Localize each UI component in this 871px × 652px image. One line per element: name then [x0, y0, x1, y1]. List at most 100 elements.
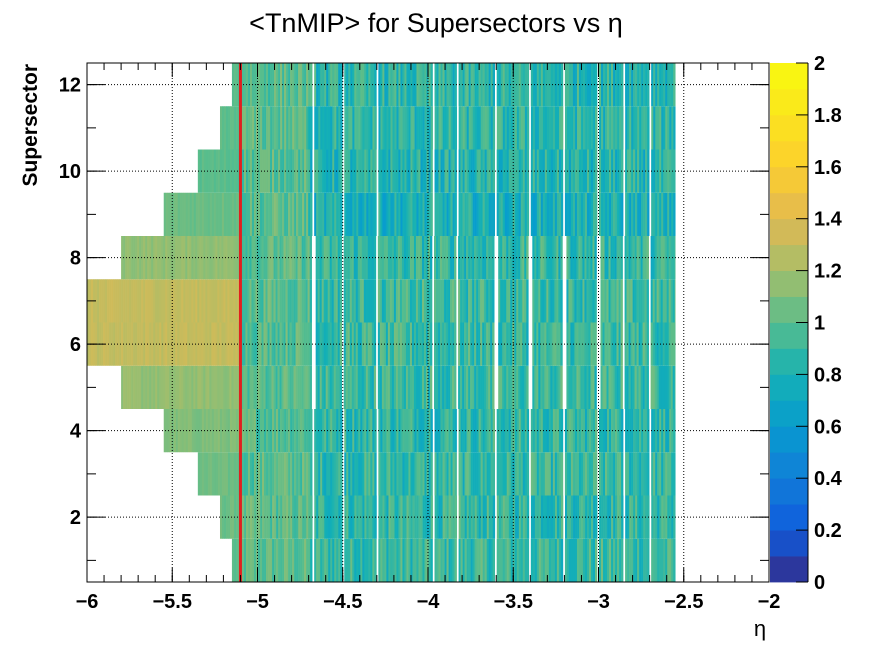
heatmap-cell — [318, 192, 321, 236]
heatmap-cell — [338, 452, 341, 496]
heatmap-cell — [590, 365, 593, 409]
heatmap-cell — [207, 236, 210, 280]
heatmap-cell — [355, 365, 359, 409]
heatmap-cell — [245, 63, 249, 107]
heatmap-cell — [617, 106, 620, 150]
heatmap-cell — [544, 538, 548, 582]
heatmap-cell — [506, 106, 510, 150]
heatmap-cell — [627, 192, 630, 236]
heatmap-cell — [275, 279, 278, 323]
heatmap-cell — [374, 106, 377, 150]
heatmap-cell — [625, 495, 628, 539]
heatmap-cell — [151, 322, 154, 366]
heatmap-cell — [301, 322, 304, 366]
heatmap-cell — [377, 365, 381, 409]
heatmap-cell — [667, 538, 670, 582]
heatmap-cell — [590, 149, 594, 193]
heatmap-cell — [472, 192, 475, 236]
heatmap-cell — [357, 279, 361, 323]
heatmap-cell — [199, 236, 202, 280]
heatmap-cell — [372, 409, 375, 453]
heatmap-cell — [408, 106, 411, 150]
heatmap-cell — [548, 495, 552, 539]
heatmap-cell — [366, 106, 369, 150]
heatmap-cell — [438, 63, 441, 107]
heatmap-cell — [334, 192, 337, 236]
heatmap-cell — [472, 409, 475, 453]
heatmap-cell — [488, 279, 491, 323]
heatmap-cell — [583, 495, 586, 539]
heatmap-cell — [570, 279, 573, 323]
heatmap-cell — [402, 409, 405, 453]
heatmap-cell — [637, 106, 640, 150]
heatmap-cell — [520, 365, 523, 409]
heatmap-cell — [520, 452, 524, 496]
heatmap-cell — [671, 106, 674, 150]
heatmap-cell — [371, 365, 375, 409]
heatmap-cell — [378, 106, 381, 150]
heatmap-cell — [268, 495, 271, 539]
heatmap-cell — [147, 279, 150, 323]
heatmap-cell — [314, 106, 317, 150]
heatmap-cell — [474, 236, 477, 280]
heatmap-cell — [460, 149, 463, 193]
heatmap-cell — [448, 495, 451, 539]
heatmap-cell — [276, 452, 279, 496]
heatmap-cell — [518, 365, 521, 409]
heatmap-cell — [472, 322, 475, 366]
heatmap-cell — [135, 365, 138, 409]
heatmap-cell — [261, 279, 264, 323]
heatmap-cell — [466, 452, 469, 496]
heatmap-cell — [349, 322, 353, 366]
heatmap-cell — [231, 538, 235, 582]
heatmap-cell — [257, 365, 260, 409]
heatmap-cell — [568, 538, 572, 582]
heatmap-cell — [389, 322, 393, 366]
heatmap-cell — [270, 106, 273, 150]
heatmap-cell — [670, 236, 674, 280]
heatmap-cell — [402, 538, 405, 582]
colorbar-segment — [770, 478, 808, 505]
heatmap-cell — [516, 63, 520, 107]
heatmap-cell — [366, 409, 369, 453]
heatmap-cell — [452, 106, 455, 150]
heatmap-cell — [424, 106, 427, 150]
heatmap-cell — [570, 452, 574, 496]
heatmap-cell — [235, 538, 239, 582]
heatmap-cell — [504, 409, 508, 453]
heatmap-cell — [536, 279, 539, 323]
heatmap-cell — [536, 495, 540, 539]
heatmap-cell — [514, 279, 517, 323]
heatmap-cell — [510, 322, 513, 366]
heatmap-cell — [423, 236, 427, 280]
heatmap-cell — [659, 192, 662, 236]
heatmap-cell — [320, 452, 323, 496]
heatmap-cell — [391, 279, 395, 323]
heatmap-cell — [223, 279, 226, 323]
heatmap-cell — [629, 452, 632, 496]
heatmap-cell — [460, 192, 463, 236]
heatmap-cell — [653, 538, 656, 582]
heatmap-cell — [601, 192, 604, 236]
heatmap-cell — [288, 149, 291, 193]
heatmap-cell — [187, 322, 190, 366]
heatmap-cell — [592, 538, 596, 582]
heatmap-cell — [508, 192, 512, 236]
heatmap-cell — [621, 538, 624, 582]
heatmap-cell — [319, 236, 322, 280]
heatmap-cell — [478, 106, 482, 150]
heatmap-cell — [195, 322, 198, 366]
heatmap-cell — [603, 63, 606, 107]
heatmap-cell — [610, 279, 613, 323]
heatmap-cell — [277, 365, 280, 409]
heatmap-cell — [637, 63, 640, 107]
heatmap-cell — [556, 279, 559, 323]
heatmap-cell — [640, 322, 643, 366]
heatmap-cell — [510, 538, 514, 582]
heatmap-cell — [544, 452, 548, 496]
heatmap-cell — [560, 452, 564, 496]
heatmap-cell — [302, 452, 305, 496]
heatmap-cell — [570, 192, 574, 236]
heatmap-cell — [632, 365, 635, 409]
y-tick-label: 12 — [59, 75, 81, 97]
